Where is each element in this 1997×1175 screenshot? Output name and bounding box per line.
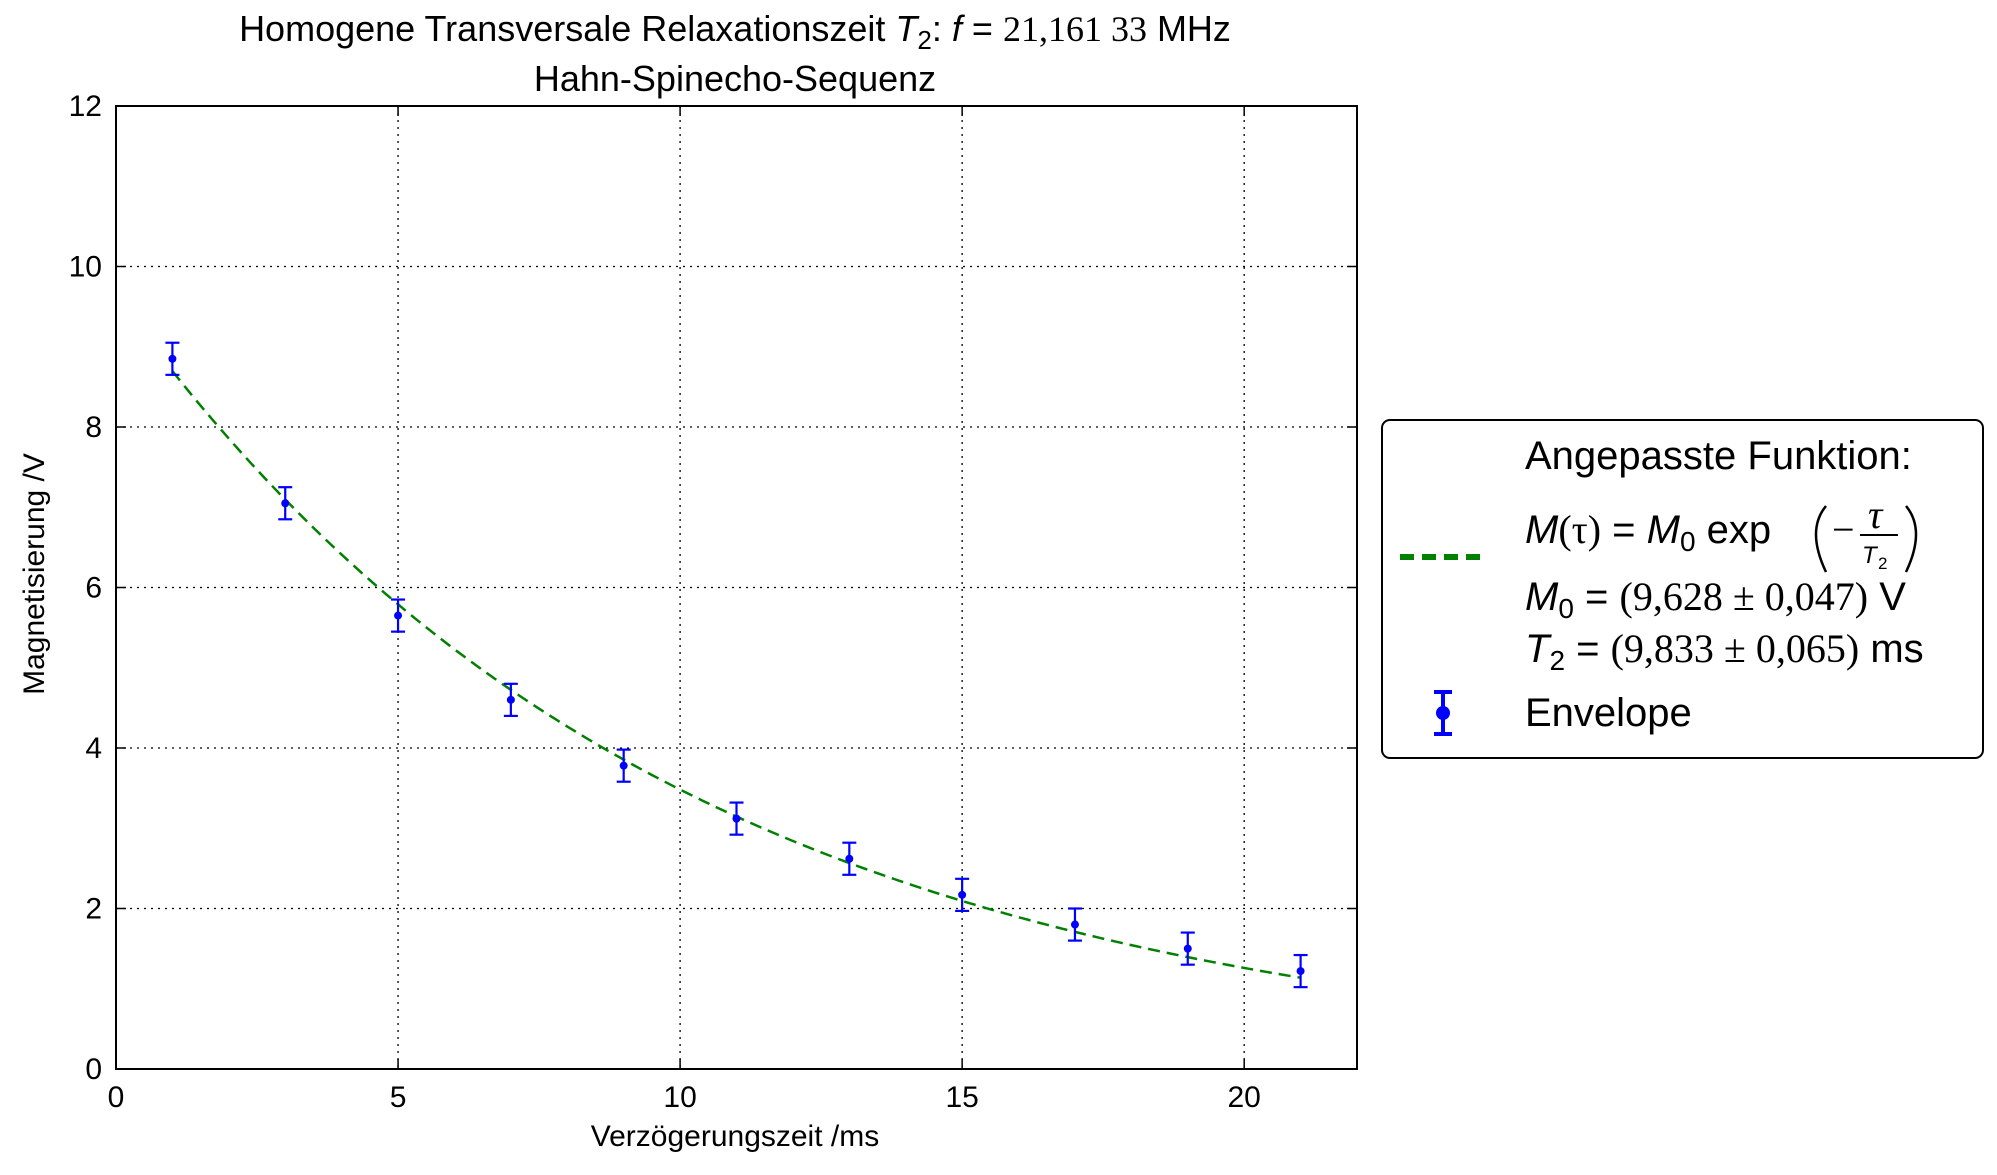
y-tick-label: 12 bbox=[69, 90, 102, 123]
svg-text:−: − bbox=[1832, 507, 1855, 552]
legend-fit-heading: Angepasste Funktion: bbox=[1525, 434, 1912, 478]
grid bbox=[115, 105, 1357, 1070]
y-axis-label: Magnetisierung /V bbox=[18, 453, 51, 695]
svg-text:2: 2 bbox=[1878, 554, 1887, 573]
data-point bbox=[955, 877, 970, 913]
data-marker bbox=[1070, 920, 1079, 929]
data-marker bbox=[506, 695, 515, 704]
data-marker bbox=[619, 761, 628, 770]
legend-data-swatch bbox=[1434, 690, 1452, 736]
y-axis: 0 2 4 6 8 10 12 bbox=[69, 90, 1357, 1086]
data-point bbox=[503, 682, 518, 718]
y-tick-label: 10 bbox=[69, 251, 102, 284]
data-point bbox=[165, 341, 180, 376]
x-tick-label: 20 bbox=[1227, 1081, 1260, 1114]
legend-box bbox=[1381, 419, 1984, 759]
x-axis-label: Verzögerungszeit /ms bbox=[591, 1120, 879, 1153]
y-tick-label: 4 bbox=[85, 732, 102, 765]
legend-fit-formula: M(τ) = M0 exp − τ T 2 bbox=[1525, 492, 1918, 573]
data-marker bbox=[1183, 944, 1192, 953]
svg-text:T2 = (9,833 ± 0,065) ms: T2 = (9,833 ± 0,065) ms bbox=[1525, 626, 1924, 676]
x-tick-label: 10 bbox=[663, 1081, 696, 1114]
legend-fit-m0: M0 = (9,628 ± 0,047) V bbox=[1525, 574, 1906, 624]
plot-frame bbox=[115, 105, 1358, 1070]
data-marker bbox=[281, 499, 290, 508]
data-point bbox=[391, 598, 406, 633]
y-tick-label: 6 bbox=[85, 572, 102, 605]
data-point bbox=[616, 748, 631, 783]
data-point bbox=[729, 801, 744, 836]
fit-curve bbox=[171, 370, 1301, 979]
svg-text:τ: τ bbox=[1868, 492, 1884, 537]
data-marker bbox=[958, 890, 967, 899]
x-tick-label: 0 bbox=[108, 1081, 125, 1114]
svg-text:T: T bbox=[1862, 542, 1879, 569]
data-point bbox=[278, 486, 293, 521]
svg-text:M(τ) = M0 exp: M(τ) = M0 exp bbox=[1525, 507, 1771, 557]
legend-fit-t2: T2 = (9,833 ± 0,065) ms bbox=[1525, 626, 1924, 676]
y-tick-label: 8 bbox=[85, 411, 102, 444]
chart-title-line1: Homogene Transversale Relaxationszeit T2… bbox=[239, 8, 1231, 55]
data-point bbox=[842, 841, 857, 876]
data-marker bbox=[732, 814, 741, 823]
data-marker bbox=[1296, 967, 1305, 976]
legend: Angepasste Funktion: M(τ) = M0 exp − τ T… bbox=[1381, 419, 1984, 759]
x-tick-label: 15 bbox=[945, 1081, 978, 1114]
x-tick-label: 5 bbox=[390, 1081, 407, 1114]
data-points bbox=[165, 341, 1308, 989]
svg-text:M0 = (9,628 ± 0,047) V: M0 = (9,628 ± 0,047) V bbox=[1525, 574, 1906, 624]
x-axis: 0 5 10 15 20 bbox=[108, 106, 1261, 1114]
data-marker bbox=[168, 354, 177, 363]
legend-data-label: Envelope bbox=[1525, 691, 1692, 735]
data-marker bbox=[845, 854, 854, 863]
data-point bbox=[1180, 931, 1195, 966]
data-point bbox=[1293, 953, 1308, 989]
data-point bbox=[1067, 907, 1082, 942]
data-marker bbox=[394, 611, 403, 620]
chart-title-line2: Hahn-Spinecho-Sequenz bbox=[534, 58, 936, 99]
y-tick-label: 2 bbox=[85, 893, 102, 926]
y-tick-label: 0 bbox=[85, 1053, 102, 1086]
